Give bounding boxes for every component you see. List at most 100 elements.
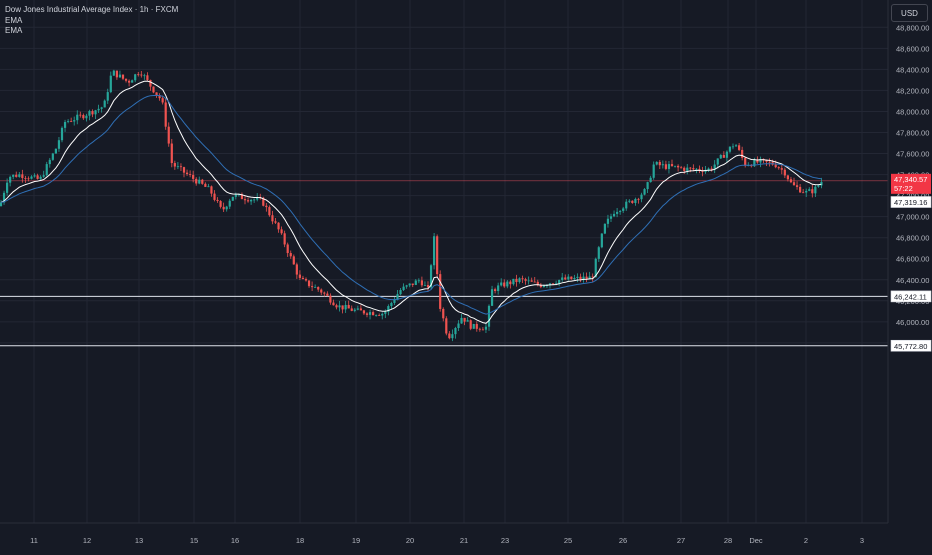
legend-ema-fast[interactable]: EMA bbox=[5, 15, 23, 25]
candle-body bbox=[503, 282, 506, 287]
candle-body bbox=[39, 176, 42, 179]
y-tick-label: 46,400.00 bbox=[896, 276, 929, 285]
legend-ema-slow[interactable]: EMA bbox=[5, 26, 23, 35]
candle-body bbox=[381, 313, 384, 316]
candle-body bbox=[652, 164, 655, 178]
candle-body bbox=[744, 157, 747, 166]
ema-value-label-bg bbox=[890, 196, 932, 208]
candle-body bbox=[15, 174, 18, 177]
candle-body bbox=[713, 164, 716, 170]
candle-body bbox=[384, 311, 387, 314]
candle-body bbox=[256, 197, 259, 200]
candle-body bbox=[564, 277, 567, 280]
candle-body bbox=[76, 114, 79, 121]
candle-body bbox=[82, 115, 85, 119]
candle-body bbox=[146, 75, 149, 80]
candle-body bbox=[417, 280, 420, 282]
candle-body bbox=[292, 256, 295, 265]
candle-body bbox=[783, 169, 786, 176]
candle-body bbox=[54, 148, 57, 154]
candle-body bbox=[609, 216, 613, 219]
candle-body bbox=[323, 292, 326, 294]
candle-body bbox=[140, 74, 143, 76]
candle-body bbox=[802, 192, 805, 194]
candle-body bbox=[94, 110, 97, 115]
candle-body bbox=[731, 146, 735, 148]
y-tick-label: 47,800.00 bbox=[896, 128, 929, 137]
x-tick-label: 20 bbox=[406, 536, 414, 545]
candle-body bbox=[210, 186, 213, 194]
x-tick-label: 21 bbox=[460, 536, 468, 545]
candle-body bbox=[670, 164, 674, 167]
candle-body bbox=[588, 276, 591, 279]
candle-body bbox=[811, 189, 814, 194]
candle-body bbox=[524, 279, 527, 281]
x-tick-label: 16 bbox=[231, 536, 239, 545]
candle-body bbox=[509, 281, 512, 285]
candle-body bbox=[396, 294, 399, 300]
candle-body bbox=[439, 274, 442, 309]
candle-body bbox=[777, 167, 780, 169]
candle-body bbox=[326, 293, 329, 296]
candle-body bbox=[716, 158, 719, 165]
candle-body bbox=[487, 305, 491, 327]
candle-body bbox=[149, 79, 152, 87]
candle-body bbox=[527, 280, 530, 282]
candle-body bbox=[298, 274, 301, 278]
candle-body bbox=[805, 190, 808, 193]
candle-body bbox=[42, 175, 45, 177]
candle-body bbox=[280, 229, 283, 234]
x-tick-label: 28 bbox=[724, 536, 732, 545]
candle-body bbox=[207, 186, 210, 188]
candle-body bbox=[698, 168, 701, 171]
candle-body bbox=[131, 80, 134, 83]
candle-body bbox=[112, 70, 115, 76]
candle-body bbox=[768, 161, 771, 163]
candle-body bbox=[353, 309, 356, 311]
candle-body bbox=[661, 164, 664, 166]
candle-body bbox=[664, 164, 667, 169]
candle-body bbox=[429, 265, 433, 288]
candle-body bbox=[365, 313, 369, 315]
candle-body bbox=[173, 163, 176, 167]
candle-body bbox=[780, 168, 783, 170]
candle-body bbox=[128, 80, 131, 83]
legend: Dow Jones Industrial Average Index · 1h … bbox=[5, 5, 178, 37]
candle-body bbox=[448, 333, 451, 339]
candle-body bbox=[277, 222, 280, 230]
candle-body bbox=[494, 289, 497, 291]
candle-body bbox=[399, 290, 402, 295]
candle-body bbox=[185, 172, 189, 175]
candle-body bbox=[561, 277, 564, 280]
candle-body bbox=[774, 164, 777, 168]
candle-body bbox=[48, 159, 51, 165]
candle-body bbox=[701, 170, 704, 172]
candle-body bbox=[189, 174, 192, 175]
grid-layer bbox=[0, 0, 888, 523]
candle-body bbox=[390, 302, 393, 307]
legend-title[interactable]: Dow Jones Industrial Average Index · 1h … bbox=[5, 5, 179, 14]
candle-body bbox=[640, 194, 643, 200]
candle-body bbox=[378, 315, 381, 316]
countdown-label: 57:22 bbox=[894, 184, 913, 193]
candle-body bbox=[57, 140, 61, 149]
candle-body bbox=[567, 276, 570, 280]
candle-body bbox=[164, 102, 167, 127]
candle-body bbox=[289, 253, 292, 257]
candle-body bbox=[408, 283, 411, 286]
x-tick-label: 27 bbox=[677, 536, 685, 545]
currency-button[interactable]: USD bbox=[891, 4, 928, 22]
candle-body bbox=[253, 199, 256, 201]
horizontal-levels bbox=[0, 180, 888, 347]
candle-body bbox=[85, 115, 88, 119]
candle-body bbox=[195, 178, 198, 184]
candle-body bbox=[649, 177, 652, 183]
candle-body bbox=[234, 194, 237, 197]
candle-body bbox=[759, 158, 762, 163]
candle-body bbox=[237, 194, 240, 196]
candle-body bbox=[579, 276, 582, 280]
candle-body bbox=[820, 182, 823, 186]
candle-body bbox=[585, 276, 588, 279]
candle-body bbox=[573, 277, 576, 280]
